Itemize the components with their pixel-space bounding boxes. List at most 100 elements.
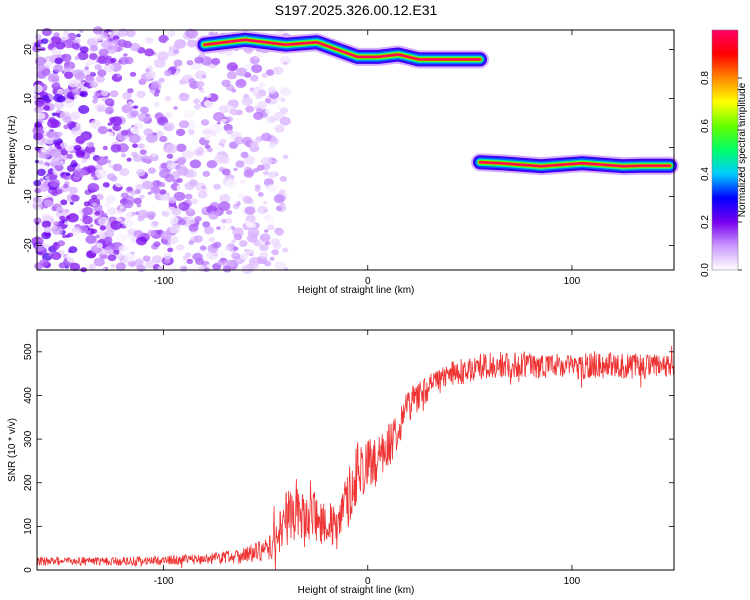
spectrogram-noise-blob (62, 183, 69, 189)
spectrogram-noise-blob (275, 206, 282, 211)
spectrogram-noise-blob (42, 95, 50, 101)
spectrogram-noise-blob (36, 168, 46, 177)
spectrogram-noise-blob (145, 70, 156, 79)
spectrogram-noise-blob (97, 56, 108, 64)
spectrogram-noise-blob (68, 186, 78, 194)
spectrogram-noise-blob (153, 102, 160, 107)
spectrogram-noise-blob (199, 245, 207, 251)
spectrogram-noise-blob (153, 92, 160, 97)
snr-x-label: Height of straight line (km) (298, 585, 415, 596)
spectrogram-noise-blob (203, 133, 213, 141)
spectrogram-noise-blob (261, 156, 273, 167)
spectrogram-noise-blob (39, 178, 44, 182)
spectrogram-noise-blob (63, 39, 75, 49)
spectrogram-noise-blob (167, 30, 176, 37)
spectrogram-noise-blob (236, 67, 247, 77)
spectrogram-noise-blob (45, 130, 56, 139)
spectrogram-noise-blob (271, 249, 279, 256)
spectrogram-noise-blob (249, 257, 261, 267)
spectrogram-noise-blob (182, 255, 189, 260)
spectrogram-noise-blob (208, 211, 220, 220)
spectrogram-noise-blob (178, 201, 190, 211)
spectrogram-noise-blob (128, 260, 136, 267)
spectrogram-noise-blob (176, 156, 187, 165)
spectrogram-noise-blob (109, 90, 119, 98)
spectrogram-noise-blob (279, 116, 291, 126)
spectrogram-noise-blob (96, 242, 103, 248)
spectrogram-noise-blob (95, 234, 100, 239)
spectrogram-noise-blob (183, 109, 196, 119)
spectrogram-noise-blob (106, 132, 114, 138)
spectrogram-noise-blob (162, 232, 172, 240)
spectrogram-noise-blob (219, 193, 231, 203)
spectrogram-noise-blob (267, 184, 277, 193)
snr-series-line (36, 345, 675, 570)
spectrogram-noise-blob (143, 245, 148, 249)
spectrogram-noise-blob (126, 243, 138, 253)
spectrogram-track-lower-track (479, 161, 671, 167)
spectrogram-noise-blob (139, 149, 147, 155)
spectrogram-noise-blob (89, 71, 95, 76)
spectrogram-noise-blob (33, 197, 43, 205)
spectrogram-noise-blob (216, 260, 224, 266)
spectrogram-noise-blob (273, 159, 278, 164)
spectrogram-noise-blob (114, 180, 124, 188)
spectrogram-noise-blob (88, 264, 96, 270)
spectrogram-noise-blob (108, 164, 114, 169)
spectrogram-noise-blob (272, 66, 284, 75)
x-tick-label: 100 (564, 576, 581, 587)
spectrogram-noise-blob (226, 62, 238, 72)
spectrogram-noise-blob (72, 69, 84, 79)
spectrogram-noise-blob (128, 101, 133, 105)
spectrogram-noise-blob (95, 168, 107, 179)
spectrogram-noise-blob (224, 217, 233, 224)
spectrogram-noise-blob (129, 42, 141, 52)
spectrogram-noise-blob (110, 220, 122, 230)
spectrogram-noise-blob (257, 192, 264, 197)
spectrogram-noise-blob (53, 94, 64, 102)
spectrogram-noise-blob (122, 199, 134, 209)
spectrogram-noise-blob (113, 250, 120, 255)
spectrogram-noise-blob (43, 105, 51, 111)
spectrogram-noise-blob (263, 208, 269, 213)
spectrogram-noise-blob (231, 88, 237, 93)
spectrogram-noise-blob (186, 60, 194, 66)
spectrogram-noise-blob (166, 242, 171, 247)
spectrogram-noise-blob (145, 37, 154, 44)
spectrogram-noise-blob (197, 249, 202, 253)
spectrogram-noise-blob (235, 174, 242, 179)
spectrogram-noise-blob (131, 151, 138, 158)
spectrogram-noise-blob (215, 144, 224, 152)
spectrogram-noise-blob (241, 136, 253, 146)
spectrogram-noise-blob (245, 220, 252, 226)
spectrogram-noise-blob (169, 216, 179, 225)
spectrogram-noise-blob (186, 258, 194, 265)
spectrogram-noise-blob (235, 160, 245, 168)
spectrogram-noise-blob (174, 39, 187, 49)
spectrogram-noise-blob (124, 252, 136, 262)
spectrogram-noise-blob (199, 89, 205, 94)
spectrogram-noise-blob (53, 221, 60, 227)
x-tick-label: 100 (564, 276, 581, 287)
spectrogram-noise-blob (38, 160, 44, 165)
snr-y-label: SNR (10 * v/v) (7, 418, 18, 482)
spectrogram-noise-blob (110, 57, 117, 63)
snr-x-ticks: -100 0 100 (154, 330, 581, 587)
spectrogram-noise-blob (97, 126, 108, 135)
spectrogram-noise-blob (263, 178, 274, 187)
spectrogram-noise-blob (253, 111, 264, 120)
spectrogram-noise-blob (255, 107, 263, 114)
spectrogram-noise-blob (200, 185, 206, 190)
spectrogram-noise-blob (193, 98, 201, 104)
spectrogram-noise-blob (190, 198, 198, 205)
spectrogram-noise-blob (130, 191, 136, 196)
spectrogram-noise-blob (136, 203, 142, 208)
spectrogram-noise-blob (166, 153, 174, 159)
spectrogram-noise-blob (226, 71, 237, 80)
spectrogram-noise-blob (233, 167, 238, 172)
y-tick-label: -10 (23, 189, 34, 204)
spectrogram-noise-blob (73, 231, 80, 237)
spectrogram-noise-blob (205, 178, 216, 186)
spectrogram-noise-blob (71, 88, 80, 95)
spectrogram-noise-blob (231, 239, 237, 244)
